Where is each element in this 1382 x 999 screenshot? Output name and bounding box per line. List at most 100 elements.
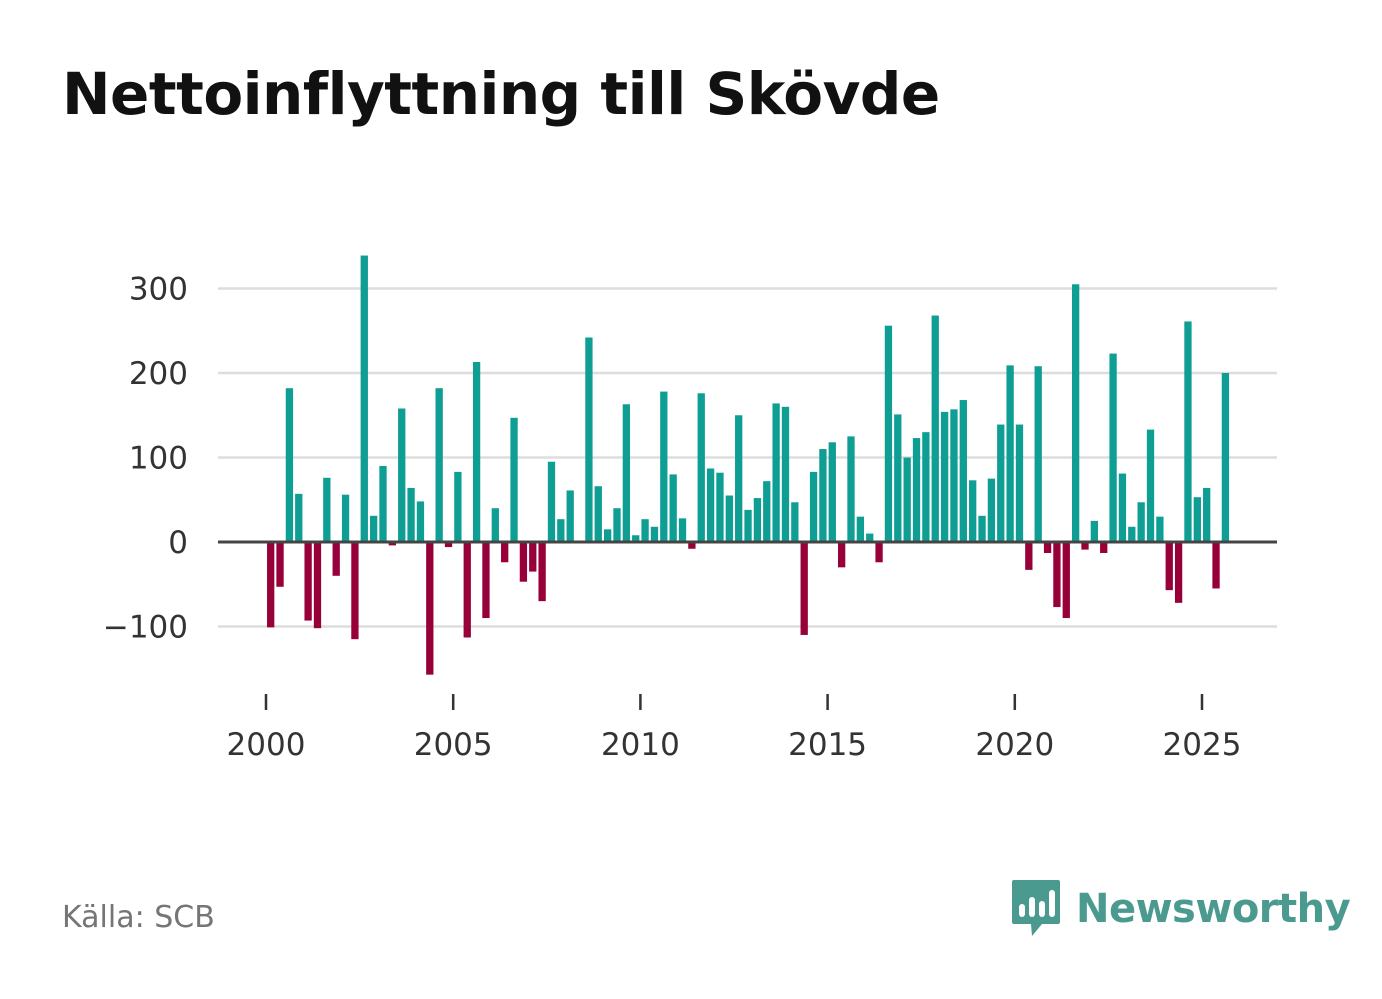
bar <box>1156 516 1164 542</box>
bar <box>1109 353 1117 542</box>
bar <box>388 542 397 546</box>
bar <box>1090 520 1099 542</box>
chart-area: −100 0 100 200 300 2000 2005 2010 2015 2020 2025 <box>103 255 1277 763</box>
x-tick-label: 2010 <box>601 727 680 763</box>
x-tick-label: 2015 <box>788 727 867 763</box>
bar <box>1128 526 1136 542</box>
bar <box>369 515 378 542</box>
bar <box>1193 497 1201 542</box>
bar <box>847 436 855 542</box>
bar <box>267 542 275 628</box>
bar <box>912 438 921 542</box>
bar <box>1203 487 1211 542</box>
bar <box>360 255 368 543</box>
bar <box>501 542 509 563</box>
bar <box>1025 542 1033 570</box>
bar <box>632 535 640 542</box>
bar <box>753 498 762 542</box>
x-tick-label: 2025 <box>1163 727 1242 763</box>
y-tick-label: 100 <box>129 441 188 477</box>
bar <box>407 487 415 542</box>
bar <box>735 415 743 542</box>
bar <box>426 542 434 675</box>
bar <box>763 481 771 542</box>
bar <box>978 515 986 542</box>
brand-name: Newsworthy <box>1076 886 1351 932</box>
bar <box>285 388 294 542</box>
bar <box>837 542 846 568</box>
bar <box>1081 542 1089 550</box>
bar <box>622 404 631 542</box>
bar <box>660 391 668 542</box>
bar <box>1221 373 1230 542</box>
bar <box>1006 365 1014 542</box>
bar <box>351 542 359 640</box>
bar <box>295 493 303 542</box>
bar <box>1118 473 1127 542</box>
bar <box>931 315 939 542</box>
bar <box>875 542 883 563</box>
bar <box>884 325 893 542</box>
bar <box>379 465 387 542</box>
bar <box>594 486 602 542</box>
bar <box>641 519 649 542</box>
bar <box>1100 542 1108 553</box>
bar <box>1137 502 1145 542</box>
bar <box>678 518 687 542</box>
bar <box>547 461 556 542</box>
bar <box>1184 321 1192 542</box>
y-tick-label: 200 <box>129 356 188 392</box>
bar <box>519 542 528 582</box>
bar <box>323 477 331 542</box>
bar <box>706 468 715 542</box>
bar <box>1015 424 1024 542</box>
bar <box>791 502 799 542</box>
bar <box>1062 542 1070 619</box>
x-tick-label: 2020 <box>975 727 1054 763</box>
bar <box>856 516 865 542</box>
bar <box>772 403 780 542</box>
bar <box>529 542 537 572</box>
bar <box>510 417 518 542</box>
bar <box>557 519 565 542</box>
bar <box>959 400 967 542</box>
bar <box>922 432 930 542</box>
bar <box>1034 366 1042 542</box>
bar <box>1174 542 1183 603</box>
bar <box>716 472 724 542</box>
source-note: Källa: SCB <box>62 900 215 935</box>
bar <box>341 494 350 542</box>
bar <box>828 442 836 542</box>
bar <box>650 526 659 542</box>
bar <box>819 449 827 542</box>
bar <box>1071 284 1080 542</box>
y-gridlines <box>218 287 1277 628</box>
chart-title: Nettoinflyttning till Skövde <box>62 60 940 128</box>
bar <box>950 409 958 542</box>
bar <box>491 508 499 542</box>
bar <box>903 457 911 542</box>
x-tick-label: 2000 <box>227 727 306 763</box>
bar <box>304 542 312 621</box>
x-tick-label: 2005 <box>414 727 493 763</box>
bar <box>669 474 677 542</box>
bar <box>1043 542 1052 553</box>
bar <box>566 490 574 542</box>
bar <box>866 533 874 542</box>
bar <box>416 501 425 542</box>
bar-series <box>267 255 1230 675</box>
bar <box>1053 542 1061 608</box>
bar <box>1165 542 1173 591</box>
bar <box>613 508 621 542</box>
bar <box>444 542 453 548</box>
bar <box>276 542 284 587</box>
bar <box>313 542 322 629</box>
bar <box>969 480 977 542</box>
y-tick-label: 0 <box>168 525 188 561</box>
brand-logo: Newsworthy <box>1010 878 1351 940</box>
bar <box>398 408 406 542</box>
bar <box>688 542 696 549</box>
bar <box>482 542 490 619</box>
bar <box>987 478 996 542</box>
bar <box>725 495 733 542</box>
